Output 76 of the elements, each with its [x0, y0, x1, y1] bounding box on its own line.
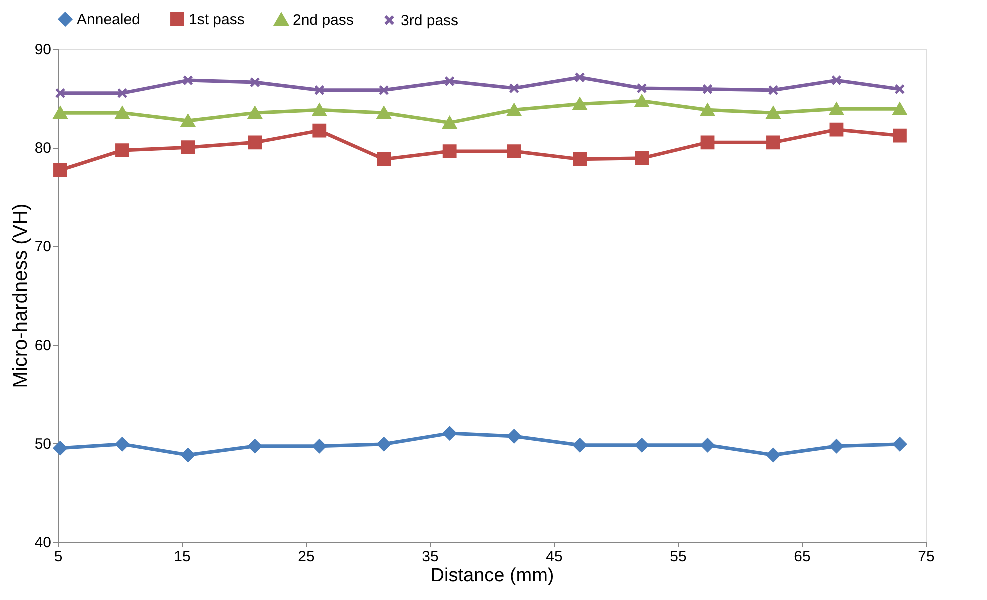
- point: [574, 72, 586, 83]
- point: [830, 102, 844, 116]
- point: [181, 114, 196, 128]
- point: [116, 106, 130, 120]
- point: [182, 75, 194, 86]
- point: [893, 437, 907, 452]
- point: [768, 85, 779, 96]
- point: [248, 136, 262, 150]
- point: [442, 144, 457, 158]
- point: [312, 104, 327, 116]
- y-tick-label: 70: [34, 238, 52, 256]
- point: [831, 75, 842, 86]
- y-axis-title: Micro-hardness (VH): [10, 204, 32, 388]
- y-tick-label: 50: [34, 436, 52, 453]
- point: [635, 438, 649, 452]
- point: [830, 122, 844, 137]
- point: [830, 439, 844, 454]
- point: [573, 98, 587, 110]
- point: [507, 104, 522, 116]
- point: [250, 77, 260, 88]
- point: [444, 76, 456, 87]
- y-tick-label: 40: [34, 534, 52, 552]
- point: [635, 151, 649, 166]
- point: [507, 430, 522, 444]
- point: [116, 437, 130, 452]
- point: [442, 116, 457, 130]
- point: [702, 84, 713, 95]
- x-axis-title: Distance (mm): [430, 566, 554, 586]
- point: [117, 88, 128, 99]
- x-tick-label: 55: [670, 548, 687, 566]
- y-tick-label: 90: [34, 42, 52, 58]
- point: [248, 106, 262, 120]
- point: [54, 106, 68, 120]
- y-tick-label: 80: [34, 140, 52, 158]
- point: [766, 136, 780, 150]
- x-tick-label: 25: [298, 548, 315, 566]
- point: [893, 128, 907, 143]
- x-tick-label: 35: [422, 548, 439, 566]
- point: [116, 144, 130, 158]
- point: [893, 102, 907, 116]
- point: [377, 152, 392, 166]
- x-tick-label: 15: [174, 548, 191, 566]
- point: [377, 106, 392, 120]
- point: [377, 437, 392, 452]
- point: [181, 448, 196, 462]
- point: [507, 144, 522, 158]
- legend-label: 3rd pass: [401, 12, 459, 30]
- point: [573, 438, 587, 452]
- x-tick-label: 45: [546, 548, 563, 566]
- point: [248, 439, 262, 454]
- x-tick-label: 65: [794, 548, 811, 566]
- point: [573, 152, 587, 166]
- legend-label: 1st pass: [189, 12, 245, 29]
- point: [181, 140, 196, 155]
- point: [894, 84, 906, 95]
- point: [442, 426, 457, 440]
- x-tick-label: 75: [918, 548, 935, 566]
- point: [636, 83, 648, 94]
- point: [55, 88, 66, 99]
- point: [766, 106, 780, 120]
- point: [635, 95, 649, 108]
- point: [54, 441, 68, 456]
- point: [312, 124, 327, 138]
- x-tick-label: 5: [54, 548, 63, 566]
- point: [54, 163, 68, 178]
- legend-label: Annealed: [77, 12, 140, 29]
- point: [314, 85, 325, 96]
- point: [700, 104, 715, 116]
- point: [509, 83, 520, 94]
- point: [700, 438, 715, 452]
- legend-label: 2nd pass: [293, 12, 354, 29]
- point: [766, 448, 780, 462]
- point: [700, 136, 715, 150]
- y-tick-label: 60: [34, 337, 52, 354]
- point: [312, 439, 327, 454]
- point: [378, 85, 390, 96]
